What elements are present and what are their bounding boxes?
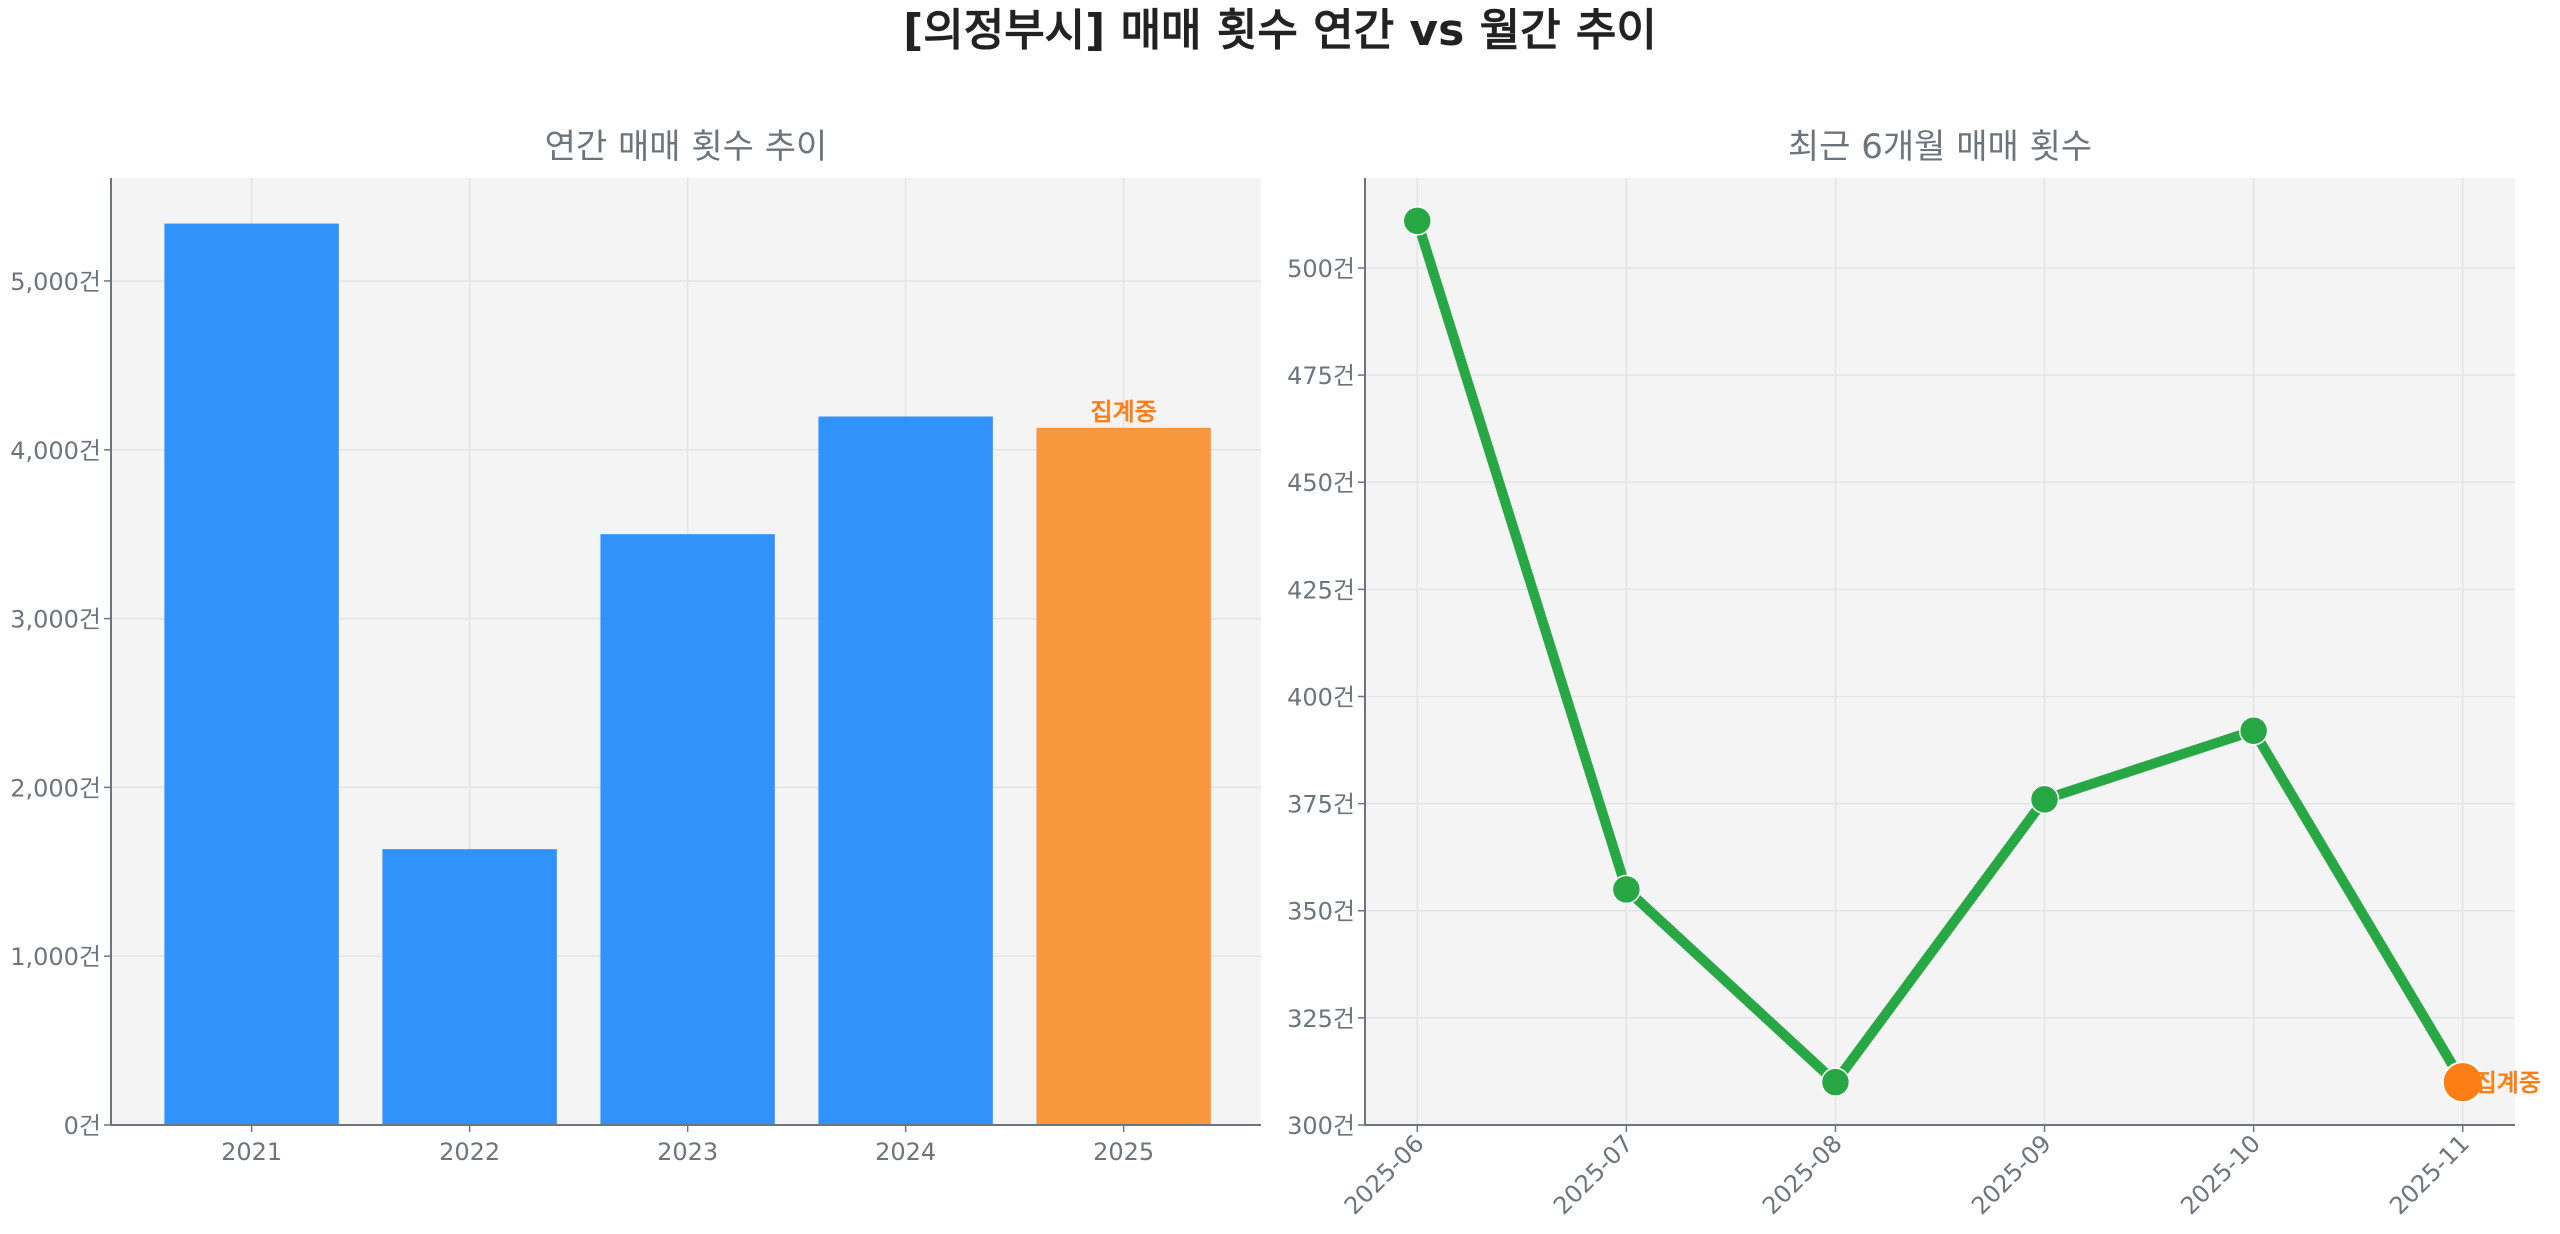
y-tick-label: 1,000건	[10, 943, 101, 971]
x-tick-label: 2025-07	[1548, 1129, 1639, 1220]
data-point-2025-08	[1820, 1067, 1851, 1097]
data-point-2025-09	[2029, 784, 2060, 815]
x-tick-label: 2021	[221, 1138, 282, 1166]
y-tick-label: 350건	[1287, 898, 1355, 926]
y-tick-label: 400건	[1287, 683, 1355, 711]
series-line	[1412, 219, 2468, 1088]
x-tick-label: 2025-11	[2384, 1129, 2475, 1220]
y-tick-label: 375건	[1287, 791, 1355, 819]
subplot-title: 연간 매매 횟수 추이	[545, 127, 828, 167]
y-tick-label: 4,000건	[10, 437, 101, 465]
y-tick-label: 300건	[1287, 1112, 1355, 1140]
x-tick-label: 2025-08	[1757, 1129, 1848, 1220]
bar-2022	[382, 849, 557, 1125]
x-tick-label: 2025-06	[1339, 1129, 1430, 1220]
data-point-2025-11	[2441, 1061, 2484, 1104]
x-tick-label: 2022	[439, 1138, 500, 1166]
y-tick-label: 5,000건	[10, 268, 101, 296]
plot-area	[1365, 178, 2515, 1125]
bar-2024	[818, 416, 993, 1125]
y-tick-label: 3,000건	[10, 606, 101, 634]
x-tick-label: 2024	[875, 1138, 936, 1166]
y-tick-label: 425건	[1287, 576, 1355, 604]
annual-bar-chart: 0건 1,000건 2,000건 3,000건 4,000건 5,000건 연간 매매 횟수…	[10, 127, 1261, 1166]
x-tick-label: 2025	[1093, 1138, 1154, 1166]
x-tick-label: 2023	[657, 1138, 718, 1166]
x-tick-label: 2025-09	[1966, 1129, 2057, 1220]
bar-2025	[1036, 427, 1211, 1126]
bar-2023	[600, 534, 775, 1125]
data-point-2025-06	[1402, 206, 1433, 236]
y-tick-label: 325건	[1287, 1005, 1355, 1033]
y-tick-label: 475건	[1287, 362, 1355, 390]
monthly-line-chart: 300건 325건 350건 375건 400건 425건 450건 475건 500건 최근 6…	[1287, 127, 2541, 1220]
subplot-title: 최근 6개월 매매 횟수	[1788, 127, 2092, 167]
x-tick-label: 2025-10	[2175, 1129, 2266, 1220]
bar-2021	[164, 223, 339, 1126]
y-tick-label: 0건	[64, 1112, 101, 1140]
y-tick-label: 450건	[1287, 469, 1355, 497]
annotation-label: 집계중	[2475, 1069, 2541, 1097]
data-point-2025-10	[2238, 716, 2269, 746]
figure-title: [의정부시] 매매 횟수 연간 vs 월간 추이	[903, 5, 1657, 56]
y-tick-label: 500건	[1287, 255, 1355, 283]
annotation-label: 집계중	[1091, 398, 1157, 426]
data-point-2025-07	[1611, 874, 1642, 905]
y-tick-label: 2,000건	[10, 774, 101, 802]
